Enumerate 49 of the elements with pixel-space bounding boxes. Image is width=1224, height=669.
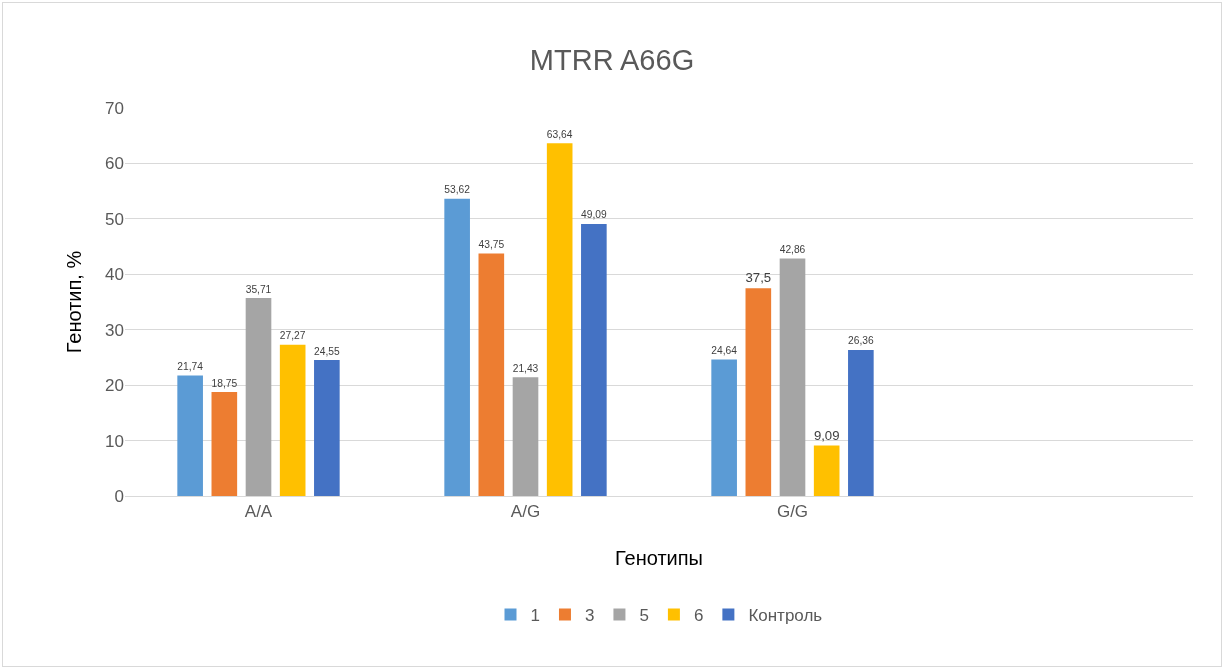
data-label: 18,75 [211,377,238,389]
data-label: 43,75 [478,239,505,251]
bar [779,258,806,496]
data-label: 24,55 [314,345,340,357]
bar [581,223,607,496]
bar [711,359,737,496]
y-axis-title: Генотип, % [62,250,85,354]
bar [211,392,238,496]
legend-label: Контроль [748,606,823,626]
y-tick-label: 0 [114,486,124,506]
x-tick-label: G/G [776,502,809,522]
legend-label: 3 [584,606,595,626]
data-label: 21,74 [177,361,204,373]
bar [848,349,874,496]
y-tick-label: 20 [105,376,124,396]
y-tick-label: 40 [105,265,124,285]
legend-label: 6 [693,606,704,626]
bar [745,288,772,496]
bar [546,143,573,496]
x-tick-label: A/A [244,502,273,522]
bar [813,445,840,496]
data-label: 35,71 [245,283,272,295]
data-label: 27,27 [279,330,306,342]
y-tick-label: 60 [105,154,124,174]
data-label: 21,43 [512,362,539,374]
x-tick-label: A/G [510,502,541,522]
bar [314,359,340,496]
data-label: 26,36 [848,335,874,347]
data-label: 9,09 [813,427,840,443]
legend-label: 1 [530,606,540,626]
y-tick-label: 50 [105,209,124,229]
bar [279,344,306,496]
y-tick-label: 10 [105,431,124,451]
bar [177,375,203,496]
y-tick-label: 70 [105,98,124,118]
legend-label: 5 [639,606,649,626]
data-label: 42,86 [779,244,806,256]
chart-title: MTRR A66G [529,43,695,76]
data-label: 53,62 [444,184,471,196]
data-label: 37,5 [745,270,772,286]
data-label: 63,64 [546,128,573,140]
x-axis-title: Генотипы [615,546,703,569]
bar [512,377,539,496]
bar [444,198,470,496]
bar [245,298,272,496]
bar [478,253,505,496]
data-label: 24,64 [711,345,738,357]
y-tick-label: 30 [105,320,124,340]
data-label: 49,09 [581,209,607,221]
